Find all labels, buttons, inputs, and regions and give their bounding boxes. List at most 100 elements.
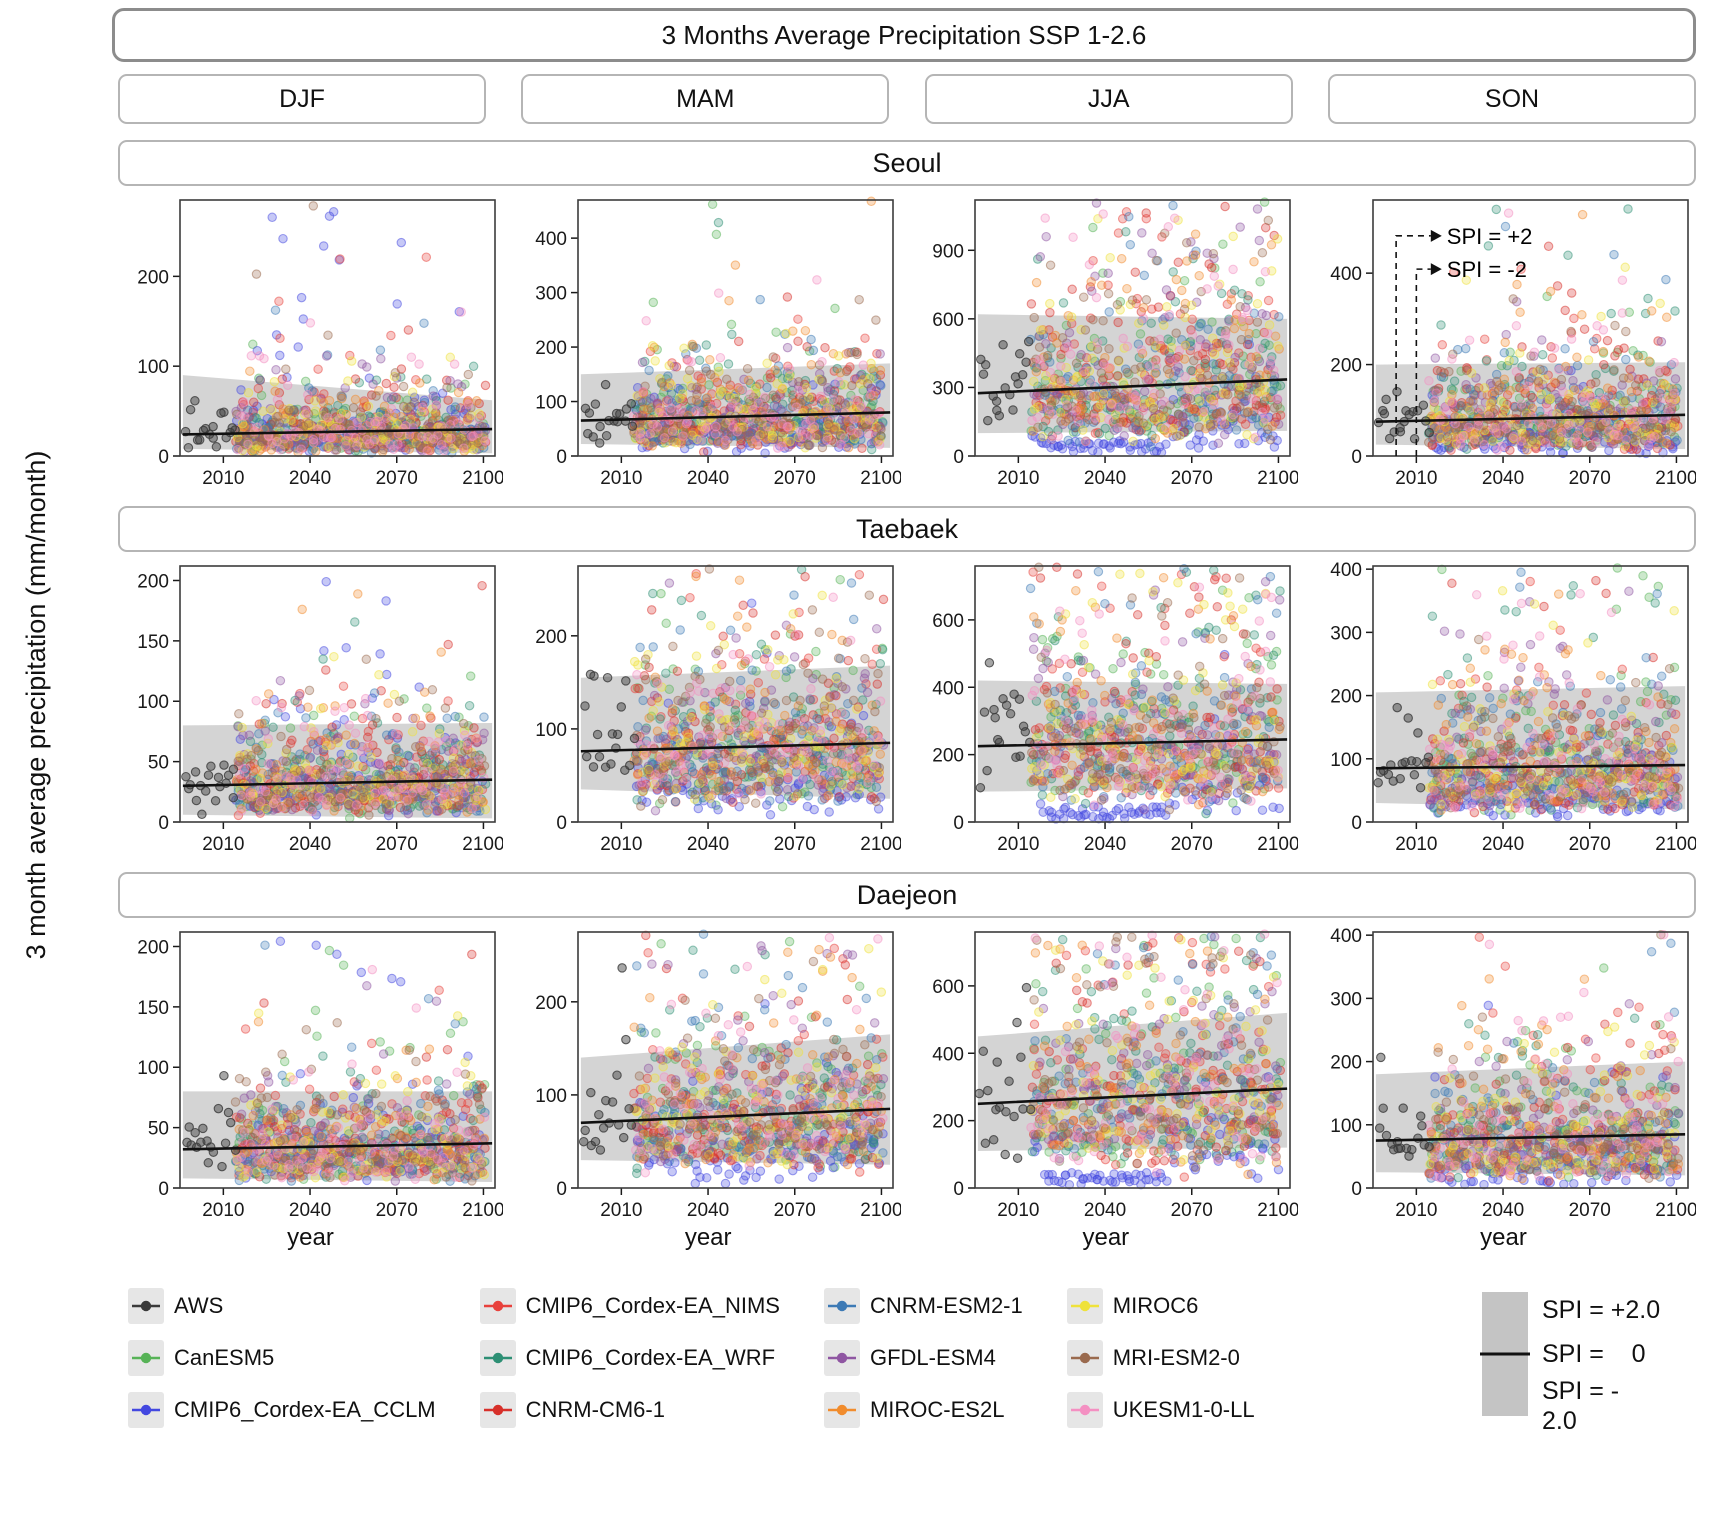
svg-text:900: 900 [933,241,965,262]
y-axis-label: 3 month average precipitation (mm/month) [21,450,51,960]
legend: AWS CanESM5 CMIP6_Cordex-EA_CCLM CMIP6_Cord… [128,1288,1698,1436]
svg-text:2040: 2040 [289,468,331,489]
svg-text:SPI = +2: SPI = +2 [1447,224,1533,249]
legend-key-aws [128,1288,164,1324]
svg-text:100: 100 [137,357,169,378]
legend-key-glyph [132,1404,160,1416]
svg-text:0: 0 [1351,447,1362,468]
legend-label: CanESM5 [174,1345,275,1370]
legend-key-glyph [1070,1352,1099,1364]
legend-key-glyph [483,1404,512,1416]
svg-text:2010: 2010 [1395,468,1437,489]
panel-taebaek-jja: 0 200 400 600 2010 2040 2070 2100 [913,558,1298,858]
svg-text:400: 400 [1330,264,1362,285]
legend-item-cmip6_cordex-ea_nims: CMIP6_Cordex-EA_NIMS [479,1288,780,1324]
svg-text:100: 100 [535,393,567,414]
svg-text:300: 300 [535,284,567,305]
svg-text:2010: 2010 [202,468,244,489]
svg-text:0: 0 [954,447,965,468]
legend-label: MIROC-ES2L [869,1397,1005,1422]
facet-row-taebaek: Taebaek 0 50 100 150 200 2010 2040 2070 2100 0 100 2… [118,506,1696,858]
svg-text:SPI = -2: SPI = -2 [1447,257,1527,282]
legend-label: CMIP6_Cordex-EA_NIMS [525,1293,780,1318]
legend-key-cmip6_cordex-ea_cclm [128,1392,164,1428]
legend-item-ukesm1-0-ll: UKESM1-0-LL [1066,1392,1255,1428]
facet-col-header-djf: DJF [118,74,486,124]
panel-daejeon-mam: 0 100 200 2010 2040 2070 2100 year [516,924,901,1252]
panel-daejeon-jja: 0 200 400 600 2010 2040 2070 2100 year [913,924,1298,1252]
panel-seoul-son: 0 200 400 2010 2040 2070 2100 SPI = +2 SPI = -2 [1311,192,1696,492]
svg-text:400: 400 [535,229,567,250]
svg-text:2100: 2100 [462,468,503,489]
panel-taebaek-son: 0 100 200 300 400 2010 2040 2070 2100 [1311,558,1696,858]
legend-key-glyph [483,1352,512,1364]
panel-taebaek-djf: 0 50 100 150 200 2010 2040 2070 2100 [118,558,503,858]
legend-label: CNRM-ESM2-1 [869,1293,1023,1318]
svg-text:0: 0 [158,447,169,468]
legend-label: CMIP6_Cordex-EA_WRF [525,1345,776,1370]
svg-text:600: 600 [933,310,965,331]
legend-column-4: MIROC6 MRI-ESM2-0 UKESM1-0-LL [1066,1288,1255,1428]
legend-column-2: CMIP6_Cordex-EA_NIMS CMIP6_Cordex-EA_WRF C… [479,1288,780,1428]
legend-item-miroc6: MIROC6 [1066,1288,1255,1324]
spi-legend: SPI = +2.0 SPI = 0 SPI = - 2.0 [1480,1288,1698,1436]
panels-row-daejeon: 0 50 100 150 200 2010 2040 2070 2100 year 0 100 200 2… [118,924,1696,1252]
legend-item-miroc-es2l: MIROC-ES2L [823,1392,1023,1428]
svg-text:2010: 2010 [998,468,1040,489]
svg-text:2070: 2070 [1569,468,1611,489]
svg-text:2040: 2040 [1084,468,1126,489]
panels-row-seoul: 0 100 200 2010 2040 2070 2100 0 100 200 300 400 2010… [118,192,1696,492]
legend-item-mri-esm2-0: MRI-ESM2-0 [1066,1340,1255,1376]
legend-key-glyph [132,1352,160,1364]
facet-row-header-taebaek: Taebaek [118,506,1696,552]
legend-label: CNRM-CM6-1 [525,1397,665,1422]
facet-col-header-jja: JJA [924,74,1293,124]
facet-row-header-seoul: Seoul [118,140,1696,186]
legend-label: UKESM1-0-LL [1112,1397,1255,1422]
legend-key-cnrm-cm6-1 [479,1392,516,1428]
legend-key-cmip6_cordex-ea_nims [479,1288,516,1324]
facet-col-header-son: SON [1327,74,1696,124]
legend-key-cnrm-esm2-1 [823,1288,860,1324]
panel-plot-seoul-mam: 0 100 200 300 400 2010 2040 2070 2100 [535,196,901,489]
spi-legend-glyph [1480,1292,1530,1416]
legend-item-cnrm-esm2-1: CNRM-ESM2-1 [823,1288,1023,1324]
panel-seoul-jja: 0 300 600 900 2010 2040 2070 2100 [913,192,1298,492]
facet-col-header-mam: MAM [521,74,890,124]
legend-key-mri-esm2-0 [1066,1340,1103,1376]
legend-key-glyph [1070,1404,1099,1416]
facet-row-daejeon: Daejeon 0 50 100 150 200 2010 2040 2070 2100 year 0… [118,872,1696,1252]
column-headers: DJF MAM JJA SON [118,74,1696,124]
legend-key-glyph [1070,1300,1099,1312]
legend-key-glyph [827,1404,856,1416]
legend-key-glyph [132,1300,160,1312]
panel-grid: Seoul 0 100 200 2010 2040 2070 2100 0 100 200 300 40… [118,140,1696,1266]
legend-label: AWS [174,1293,224,1318]
svg-text:2010: 2010 [600,468,642,489]
spi-label-minus2: SPI = - 2.0 [1542,1377,1627,1435]
panel-plot-seoul-djf: 0 100 200 2010 2040 2070 2100 [137,199,503,489]
facet-row-seoul: Seoul 0 100 200 2010 2040 2070 2100 0 100 200 300 40… [118,140,1696,492]
legend-item-cmip6_cordex-ea_wrf: CMIP6_Cordex-EA_WRF [479,1340,780,1376]
legend-key-cmip6_cordex-ea_wrf [479,1340,516,1376]
spi-legend-labels: SPI = +2.0 SPI = 0 SPI = - 2.0 [1542,1288,1692,1436]
legend-column-1: AWS CanESM5 CMIP6_Cordex-EA_CCLM [128,1288,436,1428]
legend-label: MIROC6 [1112,1293,1199,1318]
legend-key-ukesm1-0-ll [1066,1392,1103,1428]
legend-item-aws: AWS [128,1288,436,1324]
svg-text:2070: 2070 [773,468,815,489]
facet-row-header-daejeon: Daejeon [118,872,1696,918]
panel-taebaek-mam: 0 100 200 2010 2040 2070 2100 [516,558,901,858]
legend-item-cmip6_cordex-ea_cclm: CMIP6_Cordex-EA_CCLM [128,1392,436,1428]
legend-item-canesm5: CanESM5 [128,1340,436,1376]
legend-key-canesm5 [128,1340,164,1376]
spi-label-plus2: SPI = +2.0 [1542,1295,1661,1324]
